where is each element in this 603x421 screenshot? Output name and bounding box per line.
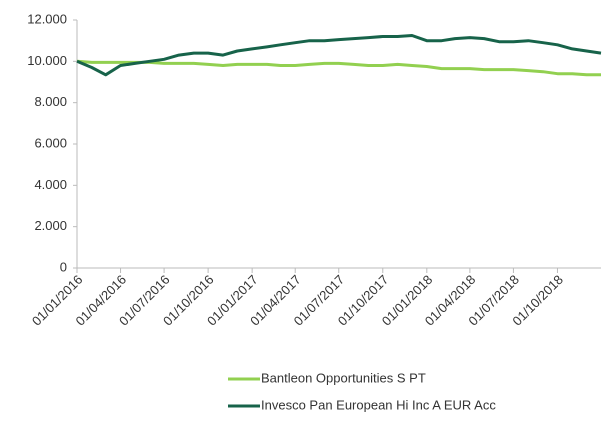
y-tick-label: 0 [60,259,67,274]
series-line [76,34,602,77]
y-tick-label: 10.000 [27,53,67,68]
legend-label: Bantleon Opportunities S PT [261,370,426,385]
y-tick-label: 6.000 [34,135,67,150]
y-tick-label: 8.000 [34,94,67,109]
y-tick-label: 4.000 [34,177,67,192]
y-tick-label: 12.000 [27,11,67,26]
legend-label: Invesco Pan European Hi Inc A EUR Acc [261,397,496,412]
series-line [76,59,601,77]
y-tick-label: 2.000 [34,218,67,233]
